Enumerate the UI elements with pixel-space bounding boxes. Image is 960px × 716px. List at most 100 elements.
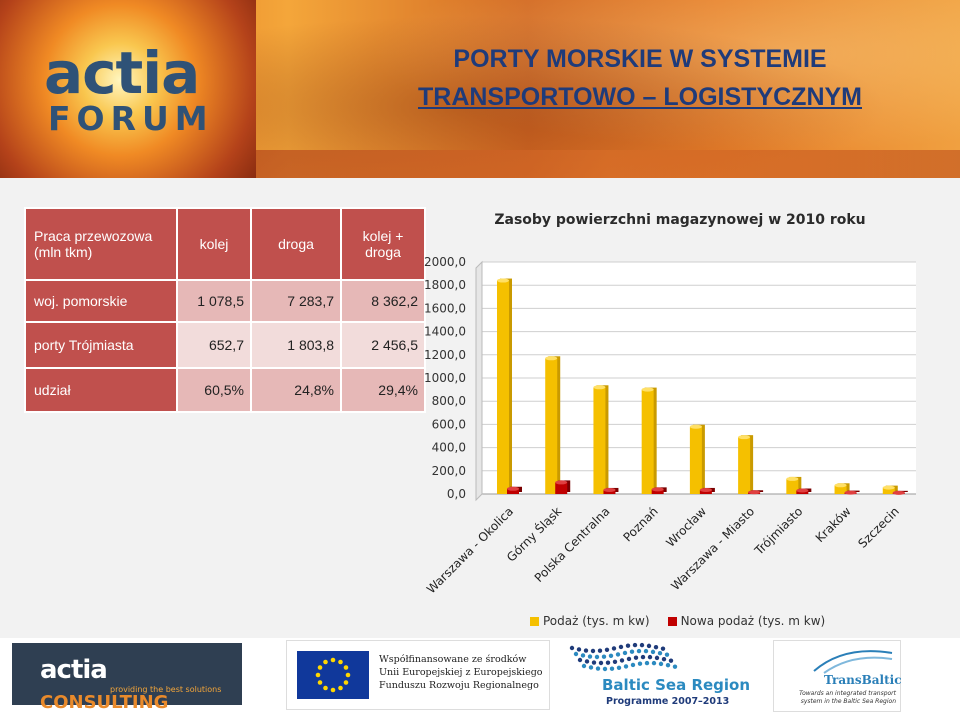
baltic-dot-icon (576, 647, 582, 652)
y-tick-label: 400,0 (432, 441, 466, 455)
eu-star-icon (323, 685, 328, 691)
bar-supply (689, 426, 702, 494)
baltic-dot-icon (604, 647, 610, 652)
baltic-dot-icon (672, 664, 678, 669)
actia-consulting-name: actia CONSULTING (40, 655, 242, 715)
bar-top (738, 435, 751, 440)
actia-consulting-logo: actia CONSULTING providing the best solu… (12, 643, 242, 713)
y-tick-label: 2000,0 (424, 255, 466, 269)
chart-legend: Podaż (tys. m kw) Nowa podaż (tys. m kw) (530, 614, 825, 628)
bar-top (699, 487, 712, 492)
baltic-dot-icon (632, 642, 638, 648)
baltic-dot-icon (580, 653, 586, 658)
bar-top (603, 487, 616, 492)
baltic-dot-icon (646, 643, 652, 649)
y-tick-label: 200,0 (432, 464, 466, 478)
baltic-programme: Programme 2007–2013 (606, 696, 730, 707)
consulting-label: CONSULTING (40, 692, 169, 713)
eu-funding-logo: Współfinansowane ze środków Unii Europej… (286, 640, 550, 710)
y-tick-label: 1800,0 (424, 278, 466, 292)
baltic-dot-icon (608, 653, 614, 658)
table-cell: 29,4% (340, 367, 426, 413)
baltic-dot-icon (650, 649, 656, 655)
baltic-dot-icon (590, 648, 596, 654)
y-tick-label: 0,0 (447, 487, 466, 501)
column-header: kolej + droga (340, 207, 426, 281)
baltic-dot-icon (577, 657, 583, 663)
y-tick-label: 1200,0 (424, 348, 466, 362)
table-cell: 7 283,7 (250, 279, 342, 323)
baltic-dot-icon (588, 665, 594, 670)
baltic-dot-icon (629, 649, 635, 654)
transbaltic-logo: TransBaltic Towards an integrated transp… (773, 640, 902, 712)
baltic-dot-icon (630, 662, 636, 668)
x-tick-label: Poznań (620, 504, 660, 544)
baltic-dot-icon (619, 658, 625, 663)
x-tick-label: Szczecin (855, 504, 901, 550)
column-header: kolej (176, 207, 252, 281)
baltic-dot-icon (584, 659, 590, 664)
eu-flag-icon (297, 651, 369, 699)
header-banner: actia FORUM PORTY MORSKIE W SYSTEMIE TRA… (0, 0, 960, 178)
bar-top (882, 485, 895, 490)
row-header: udział (24, 367, 178, 413)
bar-supply (593, 387, 606, 494)
page-title: PORTY MORSKIE W SYSTEMIE TRANSPORTOWO – … (340, 40, 940, 116)
table-header-row: Praca przewozowa (mln tkm) kolej droga k… (24, 207, 426, 281)
transbaltic-ship-icon (813, 650, 893, 674)
bar-top (497, 278, 509, 283)
bar-supply (497, 280, 509, 494)
legend-swatch (530, 617, 539, 626)
baltic-dot-icon (605, 660, 611, 665)
table-cell: 60,5% (176, 367, 252, 413)
transbaltic-name: TransBaltic (824, 673, 902, 687)
bar-new-supply (507, 488, 519, 494)
warehouse-space-chart: 0,0 200,0 400,0 600,0 800,0 1000,0 1200,0 1400,… (424, 255, 916, 596)
actia-name: actia (40, 655, 108, 685)
baltic-dot-icon (601, 654, 607, 659)
baltic-dot-icon (615, 652, 621, 657)
baltic-dot-icon (587, 654, 593, 659)
eu-star-icon (330, 687, 336, 693)
actia-forum-logo: actia FORUM (44, 44, 214, 136)
actia-tagline: providing the best solutions (110, 685, 222, 694)
baltic-dot-icon (569, 645, 575, 651)
baltic-dot-icon (581, 663, 587, 669)
banner-stripe (256, 150, 960, 178)
logo-forum-text: FORUM (48, 99, 214, 138)
bar-top (555, 480, 568, 485)
table-cell: 1 803,8 (250, 321, 342, 369)
baltic-dot-icon (611, 646, 617, 651)
column-header: droga (250, 207, 342, 281)
transport-work-table: Praca przewozowa (mln tkm) kolej droga k… (24, 207, 426, 413)
bar-new-supply (555, 482, 568, 494)
legend-label: Nowa podaż (tys. m kw) (680, 614, 826, 628)
baltic-name: Baltic Sea Region (602, 676, 751, 694)
y-tick-label: 1400,0 (424, 325, 466, 339)
bar-top (593, 385, 606, 390)
baltic-dot-icon (651, 660, 657, 666)
title-line-1: PORTY MORSKIE W SYSTEMIE (453, 45, 827, 73)
y-tick-label: 800,0 (432, 394, 466, 408)
table-row: porty Trójmiasta 652,7 1 803,8 2 456,5 (24, 321, 426, 369)
baltic-dot-icon (598, 660, 604, 666)
table-row: woj. pomorskie 1 078,5 7 283,7 8 362,2 (24, 279, 426, 323)
eu-star-icon (330, 657, 336, 663)
banner-photo (256, 0, 960, 178)
baltic-dot-icon (609, 666, 615, 671)
x-tick-label: Kraków (813, 504, 854, 545)
baltic-dot-icon (612, 659, 618, 664)
legend-item: Nowa podaż (tys. m kw) (667, 614, 826, 628)
transbaltic-tagline: Towards an integrated transport system i… (799, 690, 896, 705)
bar-supply (786, 478, 799, 494)
baltic-dot-icon (644, 660, 650, 666)
eu-star-icon (315, 672, 321, 678)
eu-star-icon (345, 672, 351, 678)
baltic-dot-icon (602, 666, 608, 672)
bar-top (748, 490, 761, 495)
baltic-dot-icon (653, 644, 659, 650)
bar-top (834, 483, 847, 488)
baltic-dot-icon (594, 654, 600, 660)
baltic-sea-region-logo: Baltic Sea Region Programme 2007–2013 (560, 640, 760, 710)
bar-supply (641, 389, 654, 494)
